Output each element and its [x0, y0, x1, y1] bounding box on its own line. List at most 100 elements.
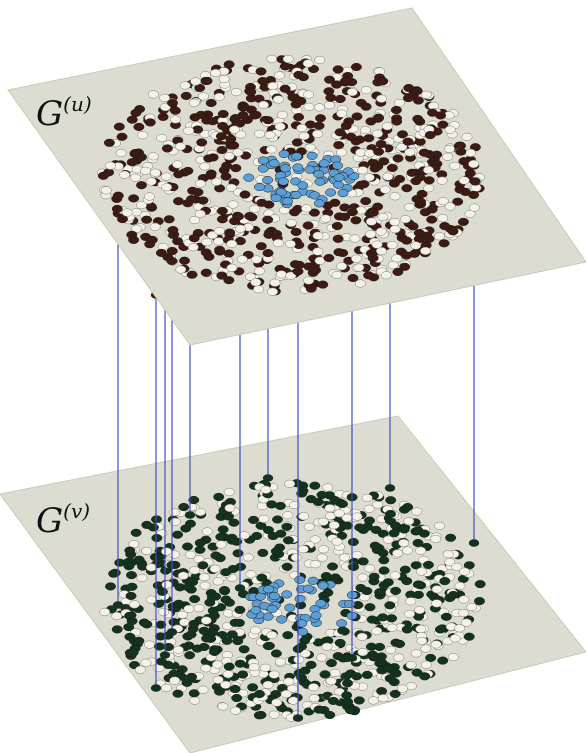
layer-u-node — [226, 263, 238, 272]
layer-v-node — [212, 675, 224, 684]
layer-v-node — [307, 576, 319, 585]
layer-v-node — [169, 676, 181, 685]
layer-u-node — [402, 137, 414, 146]
layer-v-node — [185, 550, 197, 559]
layer-u-node — [469, 177, 481, 186]
layer-v-node — [420, 660, 432, 669]
layer-u-node — [137, 131, 149, 140]
layer-v-node — [178, 502, 190, 512]
layer-v-node — [198, 573, 210, 582]
layer-v-node — [317, 545, 329, 554]
layer-u-node — [173, 170, 185, 179]
layer-u-node — [230, 164, 242, 173]
layer-v-node — [158, 607, 170, 617]
layer-v-node — [128, 600, 140, 609]
layer-v-node — [151, 533, 163, 543]
link-endpoint-node — [166, 628, 178, 636]
layer-u-node — [418, 148, 430, 157]
layer-u-node — [145, 177, 157, 186]
layer-u-node — [161, 144, 173, 153]
layer-v-node — [289, 500, 301, 510]
layer-u-node — [375, 227, 387, 236]
layer-v-node — [185, 630, 197, 639]
layer-u-node — [461, 132, 473, 141]
layer-v-node — [220, 568, 232, 577]
layer-v-node — [249, 626, 261, 635]
layer-u-node — [205, 98, 217, 108]
layer-u-label: G(u) — [36, 92, 92, 134]
layer-u-node — [340, 121, 352, 130]
layer-v-label: G(v) — [36, 499, 90, 541]
layer-v-node — [219, 586, 230, 595]
layer-u-node — [225, 134, 237, 143]
layer-u-node — [126, 230, 138, 239]
layer-v-node — [411, 668, 423, 677]
layer-v-node — [396, 684, 408, 693]
layer-u-node — [392, 267, 404, 276]
layer-u-node — [337, 189, 349, 198]
layer-u-node — [179, 81, 191, 90]
layer-v-node — [282, 536, 294, 545]
layer-u-node — [355, 180, 367, 189]
layer-u-node — [186, 270, 198, 279]
layer-v-node — [364, 516, 375, 525]
layer-v-node — [368, 653, 380, 662]
layer-v-node — [415, 567, 427, 576]
layer-v-node — [238, 645, 250, 654]
layer-v-node — [463, 632, 475, 641]
layer-u-node — [267, 81, 279, 91]
layer-u-node — [267, 287, 279, 296]
layer-v-node — [226, 630, 238, 639]
layer-u-node — [226, 183, 237, 192]
layer-u-node — [332, 234, 344, 243]
layer-u-node — [298, 131, 310, 141]
layer-u-node — [303, 276, 315, 285]
layer-v-node — [305, 660, 317, 669]
layer-u-node — [214, 226, 225, 236]
layer-u-node — [364, 149, 375, 158]
layer-v-node — [463, 561, 475, 570]
layer-v-node — [413, 590, 424, 599]
layer-u-node — [238, 102, 250, 111]
layer-v-node — [145, 595, 157, 604]
layer-v-node — [404, 609, 416, 618]
layer-u-node — [245, 87, 257, 96]
layer-v-node — [180, 524, 192, 533]
layer-u-node — [129, 173, 141, 182]
layer-u-node — [256, 198, 268, 207]
layer-v-nodes — [99, 479, 486, 722]
layer-u-node — [333, 173, 345, 182]
layer-u-node — [372, 129, 384, 138]
layer-v-node — [156, 587, 168, 596]
layer-v-node — [401, 577, 413, 586]
layer-v-node — [440, 612, 452, 621]
layer-v-node — [296, 673, 308, 682]
layer-u-node — [323, 253, 335, 263]
layer-u-node — [347, 273, 359, 283]
layer-v-node — [313, 705, 325, 714]
layer-u-node — [266, 145, 277, 154]
layer-u-node — [314, 177, 326, 186]
layer-v-label-base: G — [36, 501, 63, 541]
layer-v-node — [322, 483, 334, 492]
layer-v-node — [361, 493, 373, 502]
layer-u-node — [438, 239, 450, 248]
layer-v-node — [317, 581, 329, 590]
layer-u-node — [401, 251, 412, 260]
layer-u-node — [141, 215, 153, 224]
layer-v-node — [430, 534, 442, 543]
layer-u-node — [331, 221, 343, 231]
layer-v-node — [328, 521, 340, 530]
layer-v-node — [392, 549, 404, 558]
layer-u-node — [228, 125, 240, 134]
layer-v-node — [281, 562, 293, 571]
layer-v-node — [399, 565, 411, 574]
layer-u-node — [239, 190, 251, 199]
layer-v-node — [431, 599, 443, 608]
layer-v-node — [217, 702, 229, 711]
layer-u-node — [255, 242, 267, 251]
layer-v-node — [141, 520, 153, 529]
layer-v-node — [212, 660, 223, 669]
layer-v-node — [398, 525, 410, 534]
link-endpoint-node — [234, 584, 246, 592]
